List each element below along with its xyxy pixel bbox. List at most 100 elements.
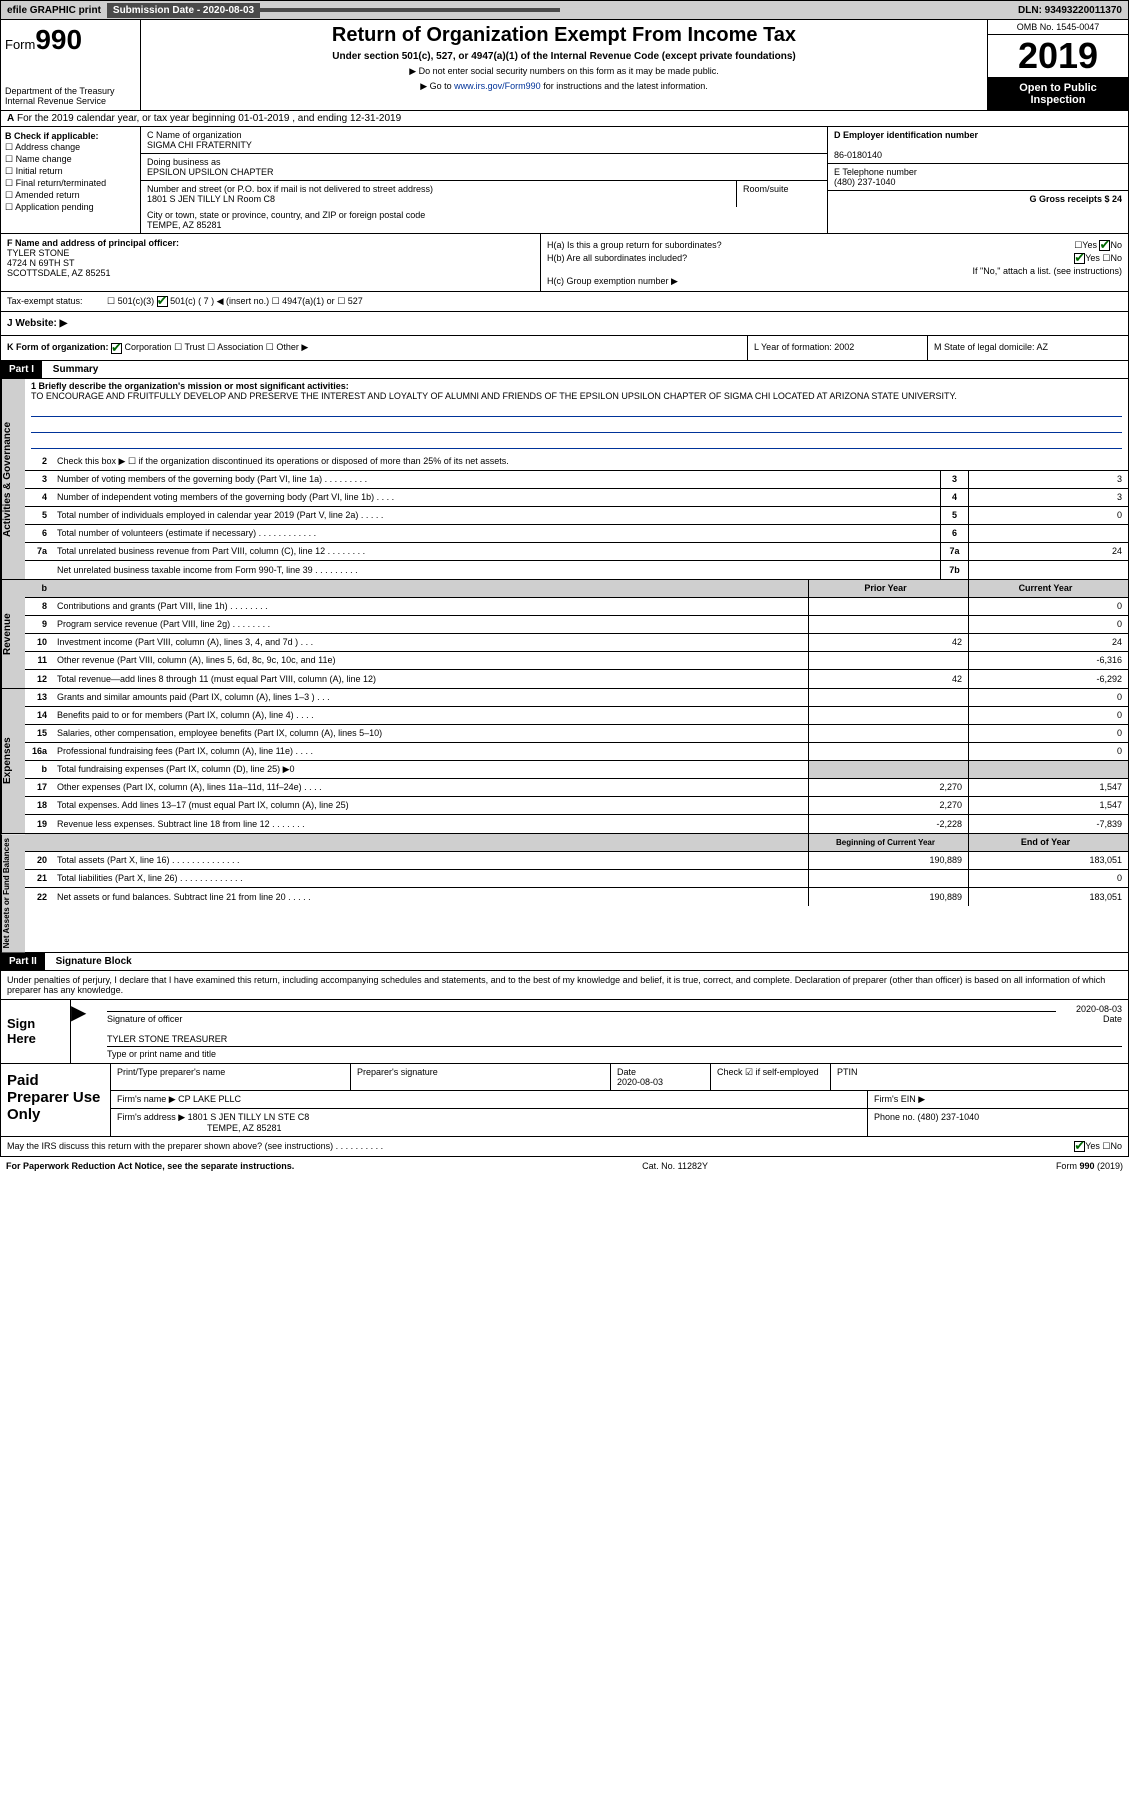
hb-answer[interactable]: Yes ☐No [1074, 253, 1122, 264]
dln: DLN: 93493220011370 [1012, 3, 1128, 18]
discuss-text: May the IRS discuss this return with the… [7, 1141, 383, 1152]
chk-address[interactable]: ☐ Address change [5, 142, 136, 153]
line3-val: 3 [968, 471, 1128, 488]
chk-name[interactable]: ☐ Name change [5, 154, 136, 165]
phone: (480) 237-1040 [834, 177, 896, 187]
firm-addr2: TEMPE, AZ 85281 [207, 1123, 282, 1133]
line15-c: 0 [968, 725, 1128, 742]
col-b: B Check if applicable: ☐ Address change … [1, 127, 141, 233]
prep-date: 2020-08-03 [617, 1077, 663, 1087]
part1-label: Part I [1, 361, 42, 378]
line7a-val: 24 [968, 543, 1128, 560]
line16a-c: 0 [968, 743, 1128, 760]
k-col: K Form of organization: Corporation ☐ Tr… [1, 336, 748, 359]
col-d: D Employer identification number86-01801… [828, 127, 1128, 233]
line8: Contributions and grants (Part VIII, lin… [53, 599, 808, 613]
irs-link[interactable]: www.irs.gov/Form990 [454, 81, 541, 91]
line14: Benefits paid to or for members (Part IX… [53, 708, 808, 722]
line14-c: 0 [968, 707, 1128, 724]
line22: Net assets or fund balances. Subtract li… [53, 890, 808, 904]
city: TEMPE, AZ 85281 [147, 220, 222, 230]
line6: Total number of volunteers (estimate if … [53, 526, 940, 540]
discuss-answer[interactable]: Yes ☐No [1074, 1141, 1122, 1152]
line9: Program service revenue (Part VIII, line… [53, 617, 808, 631]
curr-year-hdr: Current Year [968, 580, 1128, 597]
line18: Total expenses. Add lines 13–17 (must eq… [53, 798, 808, 812]
tax-options[interactable]: ☐ 501(c)(3) 501(c) ( 7 ) ◀ (insert no.) … [107, 296, 363, 307]
part2-header: Part II Signature Block [0, 953, 1129, 971]
m-col: M State of legal domicile: AZ [928, 336, 1128, 359]
end-year-hdr: End of Year [968, 834, 1128, 851]
row-a: A For the 2019 calendar year, or tax yea… [0, 111, 1129, 127]
chk-amended[interactable]: ☐ Amended return [5, 190, 136, 201]
line22-c: 183,051 [968, 888, 1128, 906]
tax-year: 2019 [988, 35, 1128, 78]
sig-declaration: Under penalties of perjury, I declare th… [1, 971, 1128, 999]
section-fh: F Name and address of principal officer:… [0, 234, 1129, 292]
netassets-section: Net Assets or Fund Balances Beginning of… [0, 834, 1129, 953]
arrow-icon: ▶ [71, 1000, 101, 1063]
chk-initial[interactable]: ☐ Initial return [5, 166, 136, 177]
form-number: Form990 [5, 24, 136, 56]
name-label: Type or print name and title [107, 1049, 1122, 1059]
part2-label: Part II [1, 953, 45, 970]
efile-label: efile GRAPHIC print [1, 3, 107, 18]
klm-row: K Form of organization: Corporation ☐ Tr… [0, 336, 1129, 360]
na-side-label: Net Assets or Fund Balances [1, 834, 25, 952]
line19-p: -2,228 [808, 815, 968, 833]
line2: Check this box ▶ ☐ if the organization d… [53, 454, 1128, 469]
form-ref: Form 990 (2019) [1056, 1161, 1123, 1171]
header-note1: ▶ Do not enter social security numbers o… [145, 66, 983, 77]
phone-label: E Telephone number [834, 167, 917, 177]
prep-sig-hdr: Preparer's signature [351, 1064, 611, 1090]
hc-label: H(c) Group exemption number ▶ [547, 276, 1122, 287]
b-label: B Check if applicable: [5, 131, 99, 141]
line10: Investment income (Part VIII, column (A)… [53, 635, 808, 649]
line17: Other expenses (Part IX, column (A), lin… [53, 780, 808, 794]
firm-addr-label: Firm's address ▶ [117, 1112, 185, 1122]
officer-addr2: SCOTTSDALE, AZ 85251 [7, 268, 111, 278]
line19: Revenue less expenses. Subtract line 18 … [53, 817, 808, 831]
part1-header: Part I Summary [0, 361, 1129, 379]
tax-exempt-row: Tax-exempt status: ☐ 501(c)(3) 501(c) ( … [0, 292, 1129, 312]
line12-p: 42 [808, 670, 968, 688]
sig-date: 2020-08-03 [1076, 1004, 1122, 1014]
footer: For Paperwork Reduction Act Notice, see … [0, 1157, 1129, 1175]
line10-c: 24 [968, 634, 1128, 651]
revenue-section: Revenue bPrior YearCurrent Year 8Contrib… [0, 580, 1129, 689]
line6-val [968, 525, 1128, 542]
line11-c: -6,316 [968, 652, 1128, 669]
line17-p: 2,270 [808, 779, 968, 796]
header: Form990 Department of the Treasury Inter… [0, 20, 1129, 111]
chk-final[interactable]: ☐ Final return/terminated [5, 178, 136, 189]
line10-p: 42 [808, 634, 968, 651]
line17-c: 1,547 [968, 779, 1128, 796]
room-label: Room/suite [737, 181, 827, 207]
dba: EPSILON UPSILON CHAPTER [147, 167, 274, 177]
prior-year-hdr: Prior Year [808, 580, 968, 597]
governance-section: Activities & Governance 1 Briefly descri… [0, 379, 1129, 580]
rev-side-label: Revenue [1, 580, 25, 688]
header-right: OMB No. 1545-0047 2019 Open to Public In… [988, 20, 1128, 110]
header-left: Form990 Department of the Treasury Inter… [1, 20, 141, 110]
line20-c: 183,051 [968, 852, 1128, 869]
line20-p: 190,889 [808, 852, 968, 869]
hb-label: H(b) Are all subordinates included? [547, 253, 687, 264]
line12: Total revenue—add lines 8 through 11 (mu… [53, 672, 808, 686]
line4-val: 3 [968, 489, 1128, 506]
prep-selfemp: Check ☑ if self-employed [711, 1064, 831, 1090]
firm-phone: Phone no. (480) 237-1040 [868, 1109, 1128, 1136]
prep-ptin: PTIN [831, 1064, 864, 1090]
col-f: F Name and address of principal officer:… [1, 234, 541, 291]
line7b: Net unrelated business taxable income fr… [53, 563, 940, 577]
chk-pending[interactable]: ☐ Application pending [5, 202, 136, 213]
mission: 1 Briefly describe the organization's mi… [25, 379, 1128, 453]
part1-title: Summary [53, 364, 99, 375]
pra-notice: For Paperwork Reduction Act Notice, see … [6, 1161, 294, 1171]
prep-name-hdr: Print/Type preparer's name [111, 1064, 351, 1090]
tax-label: Tax-exempt status: [7, 296, 107, 307]
dept: Department of the Treasury [5, 86, 136, 96]
line15: Salaries, other compensation, employee b… [53, 726, 808, 740]
line18-c: 1,547 [968, 797, 1128, 814]
header-title: Return of Organization Exempt From Incom… [145, 24, 983, 47]
